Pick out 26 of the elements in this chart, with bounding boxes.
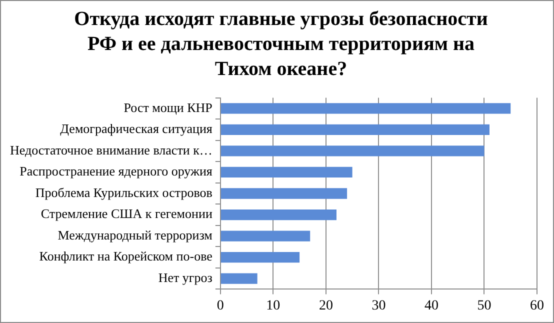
bar [220, 124, 490, 136]
x-tick-label: 30 [372, 298, 386, 314]
chart-title: Откуда исходят главные угрозы безопасности РФ и ее дальневосточным территориям на Тихом океане? [73, 7, 489, 82]
y-tick-label: Конфликт на Корейском по-ове [39, 248, 213, 264]
bar [220, 230, 310, 242]
x-tick-label: 50 [477, 298, 492, 314]
bar [220, 166, 352, 178]
bar [220, 273, 258, 284]
x-tick-label: 20 [318, 298, 333, 314]
x-tick-label: 10 [266, 298, 280, 314]
y-tick-label: Международный терроризм [58, 227, 212, 242]
bar [220, 103, 511, 114]
y-tick-label: Нет угроз [158, 270, 212, 285]
x-tick-label: 0 [216, 298, 224, 314]
x-tick-label: 60 [530, 298, 544, 314]
y-tick-label: Рост мощи КНР [124, 100, 212, 115]
y-tick-label: Проблема Курильских островов [35, 184, 212, 200]
bar [220, 209, 336, 220]
y-tick-label: Недостаточное внимание власти к… [10, 142, 212, 158]
bar [220, 188, 348, 199]
bar [220, 146, 484, 156]
y-tick-label: Демографическая ситуация [60, 121, 212, 136]
y-tick-label: Распространение ядерного оружия [20, 164, 212, 179]
y-tick-label: Стремление США к гегемонии [40, 206, 212, 222]
bar [220, 252, 300, 263]
x-tick-label: 40 [424, 298, 438, 314]
